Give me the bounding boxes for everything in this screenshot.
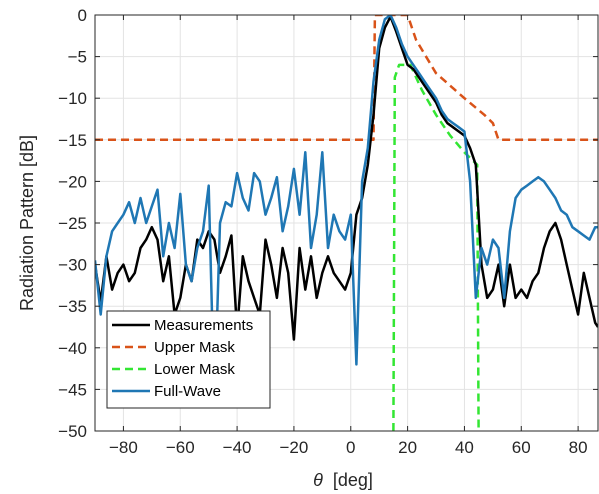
y-tick-label: −50: [58, 422, 87, 441]
x-axis-symbol: θ: [313, 470, 323, 490]
legend-label-full-wave: Full-Wave: [154, 383, 221, 400]
legend-entry-lower-mask: Lower Mask: [112, 361, 235, 378]
series-line-lower-mask: [392, 63, 480, 431]
legend: Measurements Upper Mask Lower Mask Full-…: [106, 310, 271, 409]
x-tick-label: −60: [166, 438, 195, 457]
y-tick-label: −25: [58, 214, 87, 233]
legend-label-lower-mask: Lower Mask: [154, 361, 235, 378]
y-axis-label: Radiation Pattern [dB]: [17, 135, 37, 311]
x-tick-label: 0: [346, 438, 355, 457]
y-tick-label: −40: [58, 339, 87, 358]
series-line-upper-mask: [95, 15, 598, 142]
x-axis-unit: [deg]: [333, 470, 373, 490]
y-tick-label: −45: [58, 380, 87, 399]
legend-entry-full-wave: Full-Wave: [112, 383, 221, 400]
y-tick-label: −5: [68, 48, 87, 67]
x-tick-label: 60: [512, 438, 531, 457]
axis-ticks: [95, 14, 598, 432]
legend-label-upper-mask: Upper Mask: [154, 339, 235, 356]
x-tick-label: −80: [109, 438, 138, 457]
x-tick-labels: −80 −60 −40 −20 0 20 40 60 80: [109, 438, 588, 457]
x-tick-label: −20: [280, 438, 309, 457]
y-tick-label: −15: [58, 131, 87, 150]
x-tick-label: −40: [223, 438, 252, 457]
series-line-full-wave: [95, 15, 598, 408]
x-tick-label: 80: [569, 438, 588, 457]
y-tick-label: 0: [78, 6, 87, 25]
y-tick-label: −35: [58, 297, 87, 316]
legend-entry-measurements: Measurements: [112, 317, 253, 334]
x-tick-label: 40: [455, 438, 474, 457]
legend-label-measurements: Measurements: [154, 317, 253, 334]
series-layer: [95, 15, 598, 431]
y-tick-label: −30: [58, 256, 87, 275]
x-axis-label: θ [deg]: [313, 470, 373, 490]
x-tick-label: 20: [398, 438, 417, 457]
y-tick-label: −10: [58, 89, 87, 108]
series-line-measurements: [95, 15, 598, 341]
y-tick-labels: 0 −5 −10 −15 −20 −25 −30 −35 −40 −45 −50: [58, 6, 87, 441]
y-tick-label: −20: [58, 172, 87, 191]
legend-entry-upper-mask: Upper Mask: [112, 339, 235, 356]
